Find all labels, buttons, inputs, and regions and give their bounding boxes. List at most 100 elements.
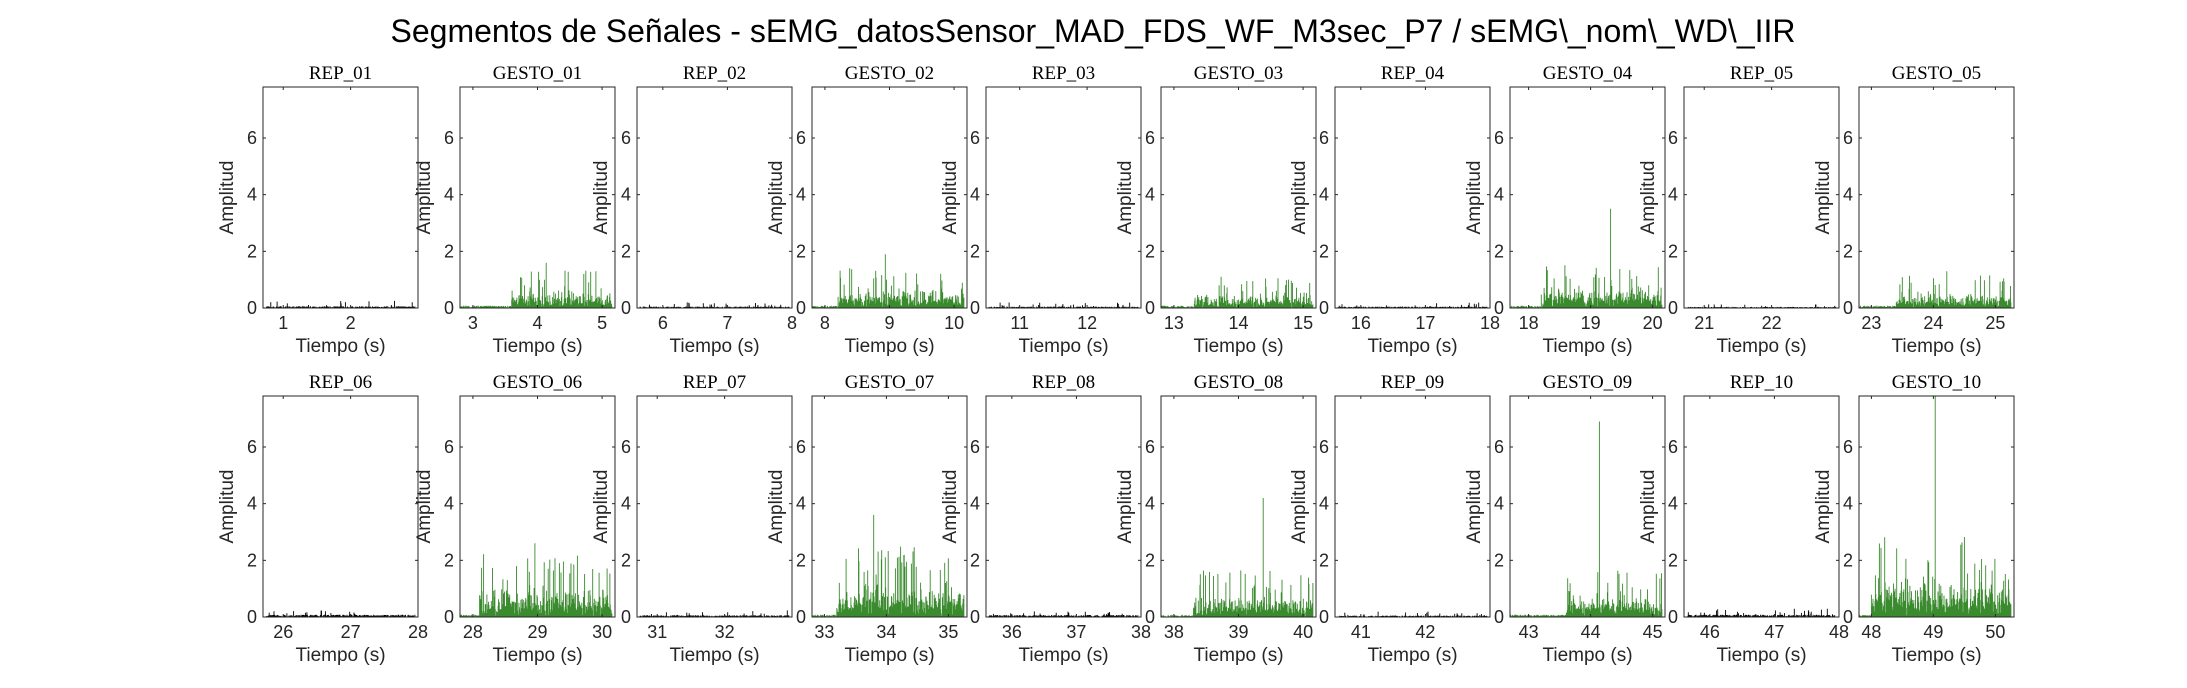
- series-line-rep: [1686, 304, 1837, 308]
- x-tick-label: 7: [722, 313, 732, 333]
- x-tick-label: 19: [1581, 313, 1601, 333]
- x-axis-label: Tiempo (s): [1193, 645, 1283, 666]
- subplot-gesto-08: GESTO_08 0 2 4 6 38 39 40 Tiempo (s) Amplitud: [1115, 372, 1317, 666]
- subplot-title: REP_06: [309, 372, 372, 393]
- y-tick-label: 4: [444, 185, 454, 205]
- y-tick-label: 4: [796, 494, 806, 514]
- x-tick-label: 18: [1480, 313, 1500, 333]
- y-axis-label: Amplitud: [940, 470, 961, 544]
- subplot-title: REP_01: [309, 63, 372, 84]
- x-tick-label: 45: [1643, 622, 1663, 642]
- y-tick-label: 0: [1319, 607, 1329, 627]
- y-tick-label: 4: [970, 185, 980, 205]
- x-axis-label: Tiempo (s): [492, 645, 582, 666]
- x-tick-label: 2: [346, 313, 356, 333]
- y-tick-label: 4: [1668, 185, 1678, 205]
- x-axis-label: Tiempo (s): [1542, 336, 1632, 357]
- x-tick-label: 5: [597, 313, 607, 333]
- x-tick-label: 39: [1228, 622, 1248, 642]
- y-tick-label: 4: [1668, 494, 1678, 514]
- y-tick-label: 6: [1843, 128, 1853, 148]
- y-tick-label: 0: [796, 607, 806, 627]
- x-tick-label: 12: [1077, 313, 1097, 333]
- y-axis-label: Amplitud: [1638, 470, 1659, 544]
- subplot-title: GESTO_05: [1892, 63, 1981, 84]
- y-axis-label: Amplitud: [414, 161, 435, 235]
- y-tick-label: 0: [444, 607, 454, 627]
- y-tick-label: 6: [621, 128, 631, 148]
- x-tick-label: 26: [273, 622, 293, 642]
- series-line-rep: [639, 610, 790, 617]
- y-tick-label: 2: [247, 550, 257, 570]
- y-tick-label: 4: [1843, 185, 1853, 205]
- x-tick-label: 43: [1519, 622, 1539, 642]
- axes-box: [1858, 86, 2015, 309]
- y-tick-label: 2: [1145, 241, 1155, 261]
- axes-box: [1858, 395, 2015, 618]
- subplot-rep-06: REP_06 0 2 4 6 26 27 28 Tiempo (s) Amplitud: [217, 372, 428, 666]
- y-tick-label: 4: [1843, 494, 1853, 514]
- x-tick-label: 36: [1002, 622, 1022, 642]
- subplot-title: GESTO_08: [1194, 372, 1283, 393]
- y-axis-label: Amplitud: [217, 470, 238, 544]
- y-tick-label: 4: [796, 185, 806, 205]
- x-tick-label: 38: [1164, 622, 1184, 642]
- x-tick-label: 27: [341, 622, 361, 642]
- y-tick-label: 2: [247, 241, 257, 261]
- x-tick-label: 4: [532, 313, 542, 333]
- x-tick-label: 15: [1293, 313, 1313, 333]
- y-tick-label: 2: [1494, 550, 1504, 570]
- y-tick-label: 4: [970, 494, 980, 514]
- x-tick-label: 46: [1700, 622, 1720, 642]
- x-axis-label: Tiempo (s): [669, 336, 759, 357]
- subplot-rep-09: REP_09 0 2 4 6 41 42 Tiempo (s) Amplitud: [1289, 372, 1491, 666]
- x-tick-label: 20: [1643, 313, 1663, 333]
- series-line-rep: [988, 302, 1139, 308]
- x-tick-label: 1: [278, 313, 288, 333]
- x-axis-label: Tiempo (s): [295, 336, 385, 357]
- axes-box: [985, 86, 1142, 309]
- y-tick-label: 2: [1843, 550, 1853, 570]
- x-tick-label: 21: [1694, 313, 1714, 333]
- x-tick-label: 10: [944, 313, 964, 333]
- y-tick-label: 4: [444, 494, 454, 514]
- x-axis-label: Tiempo (s): [1716, 645, 1806, 666]
- y-axis-label: Amplitud: [1464, 161, 1485, 235]
- y-tick-label: 6: [1668, 437, 1678, 457]
- y-tick-label: 2: [970, 550, 980, 570]
- subplot-gesto-01: GESTO_01 0 2 4 6 3 4 5 Tiempo (s) Amplitud: [414, 63, 616, 357]
- y-axis-label: Amplitud: [1813, 161, 1834, 235]
- x-tick-label: 23: [1861, 313, 1881, 333]
- y-tick-label: 6: [1319, 128, 1329, 148]
- x-tick-label: 9: [884, 313, 894, 333]
- x-tick-label: 47: [1764, 622, 1784, 642]
- y-tick-label: 0: [970, 298, 980, 318]
- x-tick-label: 30: [592, 622, 612, 642]
- y-tick-label: 0: [247, 607, 257, 627]
- y-tick-label: 6: [1319, 437, 1329, 457]
- y-tick-label: 6: [1494, 437, 1504, 457]
- y-axis-label: Amplitud: [217, 161, 238, 235]
- y-tick-label: 0: [621, 298, 631, 318]
- axes-box: [985, 395, 1142, 618]
- axes-box: [636, 86, 793, 309]
- axes-box: [262, 395, 419, 618]
- x-tick-label: 34: [876, 622, 896, 642]
- y-tick-label: 0: [1843, 298, 1853, 318]
- x-axis-label: Tiempo (s): [844, 336, 934, 357]
- subplot-title: REP_08: [1032, 372, 1095, 393]
- subplot-title: REP_07: [683, 372, 746, 393]
- subplot-gesto-03: GESTO_03 0 2 4 6 13 14 15 Tiempo (s) Amplitud: [1115, 63, 1317, 357]
- y-tick-label: 2: [796, 241, 806, 261]
- series-line-gesto: [1859, 271, 2012, 308]
- y-tick-label: 2: [1494, 241, 1504, 261]
- y-axis-label: Amplitud: [1289, 161, 1310, 235]
- y-axis-label: Amplitud: [1813, 470, 1834, 544]
- x-tick-label: 44: [1581, 622, 1601, 642]
- y-tick-label: 4: [1319, 494, 1329, 514]
- x-tick-label: 11: [1010, 313, 1029, 333]
- y-tick-label: 6: [621, 437, 631, 457]
- y-tick-label: 6: [970, 128, 980, 148]
- subplot-rep-01: REP_01 0 2 4 6 1 2 Tiempo (s) Amplitud: [217, 63, 419, 357]
